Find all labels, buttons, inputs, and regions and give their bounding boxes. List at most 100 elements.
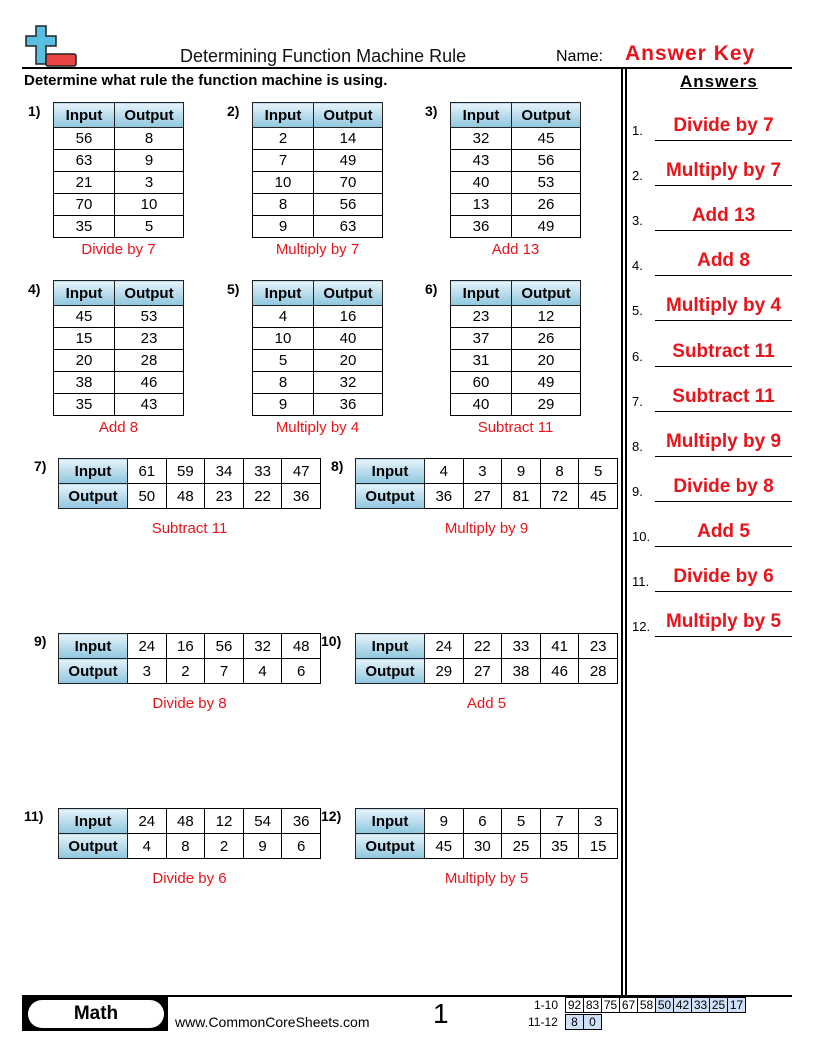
output-cell: 46 <box>114 371 184 394</box>
table-row: 20 28 <box>53 349 184 372</box>
input-cell: 36 <box>450 215 512 238</box>
input-cell: 10 <box>252 327 314 350</box>
score-cell: 17 <box>727 997 746 1013</box>
rule-answer: Divide by 7 <box>81 241 156 258</box>
table-row: 7 49 <box>252 149 383 172</box>
table-row: 8 32 <box>252 371 383 394</box>
rule-answer: Add 13 <box>491 241 540 258</box>
input-cell: 54 <box>242 808 283 834</box>
answer-number: 11. <box>632 574 650 589</box>
input-cell: 43 <box>450 149 512 172</box>
answer-line: Multiply by 9 <box>655 428 792 457</box>
output-cell: 50 <box>127 483 167 509</box>
answer-line: Divide by 7 <box>655 112 792 141</box>
input-cell: 12 <box>204 808 244 834</box>
output-cell: 36 <box>313 393 383 416</box>
input-cell: 9 <box>501 458 541 484</box>
column-divider <box>625 69 627 995</box>
output-cell: 20 <box>313 349 383 372</box>
input-cell: 61 <box>127 458 167 484</box>
table-header-row: Input Output <box>252 102 383 128</box>
problem-number: 8) <box>331 458 344 474</box>
input-cell: 24 <box>127 633 167 659</box>
subject-label: Math <box>28 1000 164 1028</box>
input-header: Input <box>355 633 425 659</box>
rule-answer: Multiply by 7 <box>275 241 360 258</box>
score-cell: 92 <box>565 997 584 1013</box>
input-header: Input <box>58 808 128 834</box>
answer-number: 3. <box>632 213 643 229</box>
function-table: Input Output 2 14 7 49 10 70 8 56 9 63 <box>252 102 383 238</box>
output-cell: 38 <box>501 658 541 684</box>
output-header: Output <box>58 483 128 509</box>
input-cell: 48 <box>165 808 206 834</box>
output-cell: 53 <box>114 305 184 328</box>
output-cell: 70 <box>313 171 383 194</box>
answer-line: Add 13 <box>655 202 792 232</box>
output-cell: 29 <box>511 393 581 416</box>
output-cell: 72 <box>539 483 580 509</box>
input-cell: 41 <box>539 633 580 659</box>
input-header: Input <box>355 458 425 484</box>
output-cell: 6 <box>281 658 321 684</box>
name-value: Answer Key <box>625 42 756 65</box>
problem-number: 11) <box>24 808 44 824</box>
input-cell: 8 <box>252 371 314 394</box>
output-header: Output <box>355 483 425 509</box>
answer-line: Subtract 11 <box>655 383 792 412</box>
input-cell: 34 <box>204 458 244 484</box>
answer-number: 7. <box>632 393 643 409</box>
table-row: Output 45 30 25 35 15 <box>355 833 618 859</box>
function-table: Input Output 23 12 37 26 31 20 60 49 40 29 <box>450 280 581 416</box>
output-cell: 49 <box>313 149 383 172</box>
problem-number: 2) <box>227 103 240 119</box>
input-cell: 5 <box>252 349 314 372</box>
score-row-label: 11-12 <box>528 1015 558 1029</box>
header-divider <box>22 67 792 69</box>
output-cell: 4 <box>127 833 167 859</box>
output-cell: 27 <box>462 658 503 684</box>
function-table: Input 24 22 33 41 23 Output 29 27 38 46 28 <box>355 633 618 684</box>
input-header: Input <box>450 280 512 306</box>
table-row: 43 56 <box>450 149 581 172</box>
input-cell: 4 <box>424 458 464 484</box>
answers-heading: Answers <box>680 72 758 91</box>
input-header: Input <box>58 458 128 484</box>
function-table: Input Output 32 45 43 56 40 53 13 26 36 49 <box>450 102 581 238</box>
input-cell: 13 <box>450 193 512 216</box>
table-row: 35 43 <box>53 393 184 416</box>
table-row: 60 49 <box>450 371 581 394</box>
score-cell: 83 <box>583 997 602 1013</box>
site-url: www.CommonCoreSheets.com <box>175 1014 370 1030</box>
table-row: Output 4 8 2 9 6 <box>58 833 321 859</box>
output-cell: 32 <box>313 371 383 394</box>
table-row: Input 24 48 12 54 36 <box>58 808 321 834</box>
output-cell: 40 <box>313 327 383 350</box>
output-cell: 36 <box>424 483 464 509</box>
output-cell: 30 <box>462 833 503 859</box>
output-cell: 45 <box>424 833 464 859</box>
answer-number: 8. <box>632 438 643 454</box>
table-row: 10 40 <box>252 327 383 350</box>
input-cell: 35 <box>53 215 115 238</box>
answer-line: Add 8 <box>655 247 792 277</box>
output-cell: 5 <box>114 215 184 238</box>
answer-line: Multiply by 5 <box>655 608 792 638</box>
table-row: 13 26 <box>450 193 581 216</box>
rule-answer: Divide by 8 <box>152 695 227 712</box>
table-header-row: Input Output <box>53 280 184 306</box>
input-cell: 45 <box>53 305 115 328</box>
page-number: 1 <box>433 998 449 1029</box>
problem-number: 12) <box>321 808 342 824</box>
input-cell: 9 <box>424 808 464 834</box>
input-cell: 8 <box>539 458 580 484</box>
problem-number: 7) <box>34 458 47 474</box>
table-row: 37 26 <box>450 327 581 350</box>
input-cell: 59 <box>165 458 206 484</box>
input-header: Input <box>53 280 115 306</box>
input-cell: 31 <box>450 349 512 372</box>
table-row: 56 8 <box>53 127 184 150</box>
output-header: Output <box>58 658 128 684</box>
table-row: 9 63 <box>252 215 383 238</box>
output-header: Output <box>355 658 425 684</box>
